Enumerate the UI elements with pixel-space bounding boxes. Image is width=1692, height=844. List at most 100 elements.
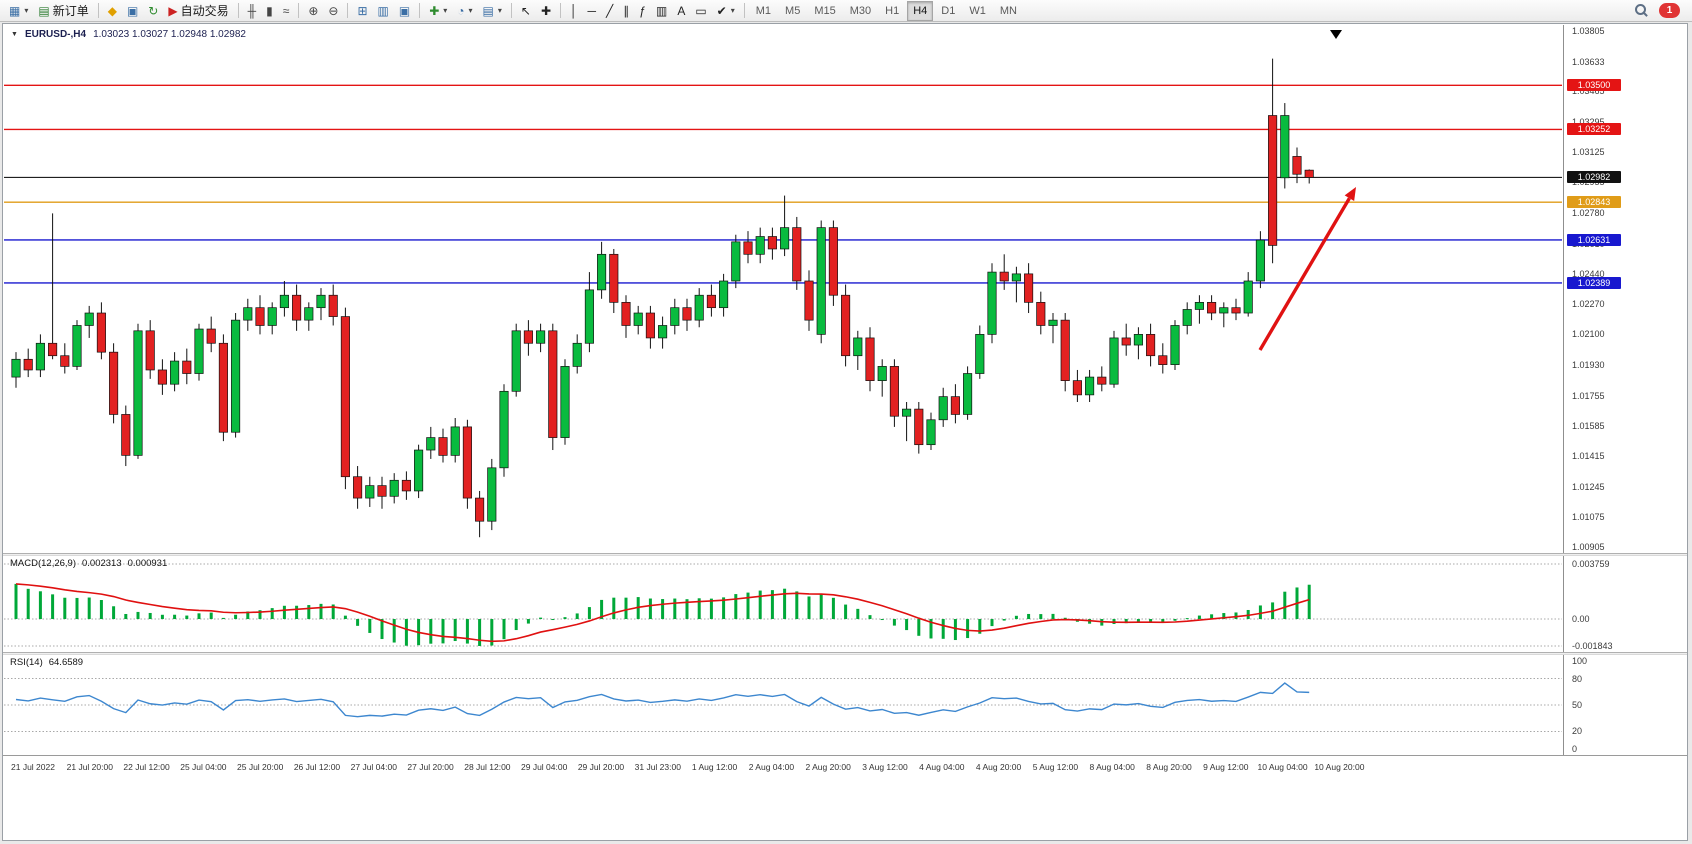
indicators-button[interactable]: ✚ ▾ [424,0,452,21]
auto-trading-icon: ▶ [168,3,178,18]
refresh-button[interactable]: ↻ [143,0,163,21]
hline-price-badge[interactable]: 1.02843 [1567,196,1621,209]
rsi-chart[interactable] [4,655,1562,755]
charts-profile-icon: ▣ [126,3,139,18]
timeframe-bar: M1 M5 M15 M30 H1 H4 D1 W1 MN [740,0,1024,22]
horizontal-lines[interactable] [4,84,1562,284]
grid-button[interactable]: ▥ [651,0,672,21]
rsi-panel-divider[interactable] [3,652,1687,655]
zoom-in-button[interactable]: ⊕ [303,0,323,21]
timeframe-h4-button[interactable]: H4 [907,0,934,21]
text-button[interactable]: A [672,0,690,21]
horizontal-line-button[interactable]: ─ [583,0,602,21]
candlestick-chart[interactable] [4,25,1562,553]
dropdown-caret-icon: ▾ [730,6,735,15]
timeframe-m1-button[interactable]: M1 [755,4,772,17]
chart-end-marker-icon[interactable] [1330,30,1342,39]
bar-chart-icon: ╫ [247,3,257,18]
price-axis-label: 1.00905 [1572,542,1605,552]
new-chart-icon: ▦ [9,3,21,18]
fibonacci-button[interactable]: ƒ [634,0,651,21]
chart-window: ▼ EURUSD-,H4 1.03023 1.03027 1.02948 1.0… [2,23,1688,841]
rsi-name: RSI(14) [10,657,43,668]
time-axis-label: 10 Aug 20:00 [1314,762,1365,772]
metaeditor-button[interactable]: ◆ [103,0,122,21]
arrows-button[interactable]: ✔ ▾ [712,0,740,21]
collapse-panel-icon[interactable]: ▼ [11,31,18,38]
time-axis-label: 8 Aug 20:00 [1146,762,1192,772]
price-axis-label: 1.01075 [1572,511,1605,522]
charts-profile-button[interactable]: ▣ [122,0,143,21]
arrange-windows-button[interactable]: ▥ [373,0,394,21]
notification-badge[interactable]: 1 [1659,3,1680,18]
indicators-icon: ✚ [429,3,440,18]
rsi-axis-label: 20 [1572,726,1583,737]
vertical-line-button[interactable]: │ [565,0,583,21]
price-axis[interactable]: 1.03805 1.03633 1.03465 1.03295 1.03125 1.029… [1565,25,1685,553]
fibonacci-icon: ƒ [639,3,646,18]
hline-price-badge[interactable]: 1.02631 [1567,233,1621,246]
hline-price-badge[interactable]: 1.03252 [1567,123,1621,136]
auto-trading-button-label: 自动交易 [180,4,229,18]
zoom-out-button[interactable]: ⊖ [323,0,343,21]
timeframe-mn-button[interactable]: MN [999,4,1017,17]
macd-axis-label: 0.003759 [1572,559,1610,569]
timeframe-m30-button[interactable]: M30 [849,4,872,17]
text-label-button[interactable]: ▭ [690,0,711,21]
rsi-line [15,682,1310,718]
trend-arrow[interactable] [1258,187,1356,351]
time-axis[interactable]: 21 Jul 2022 21 Jul 20:00 22 Jul 12:00 25 Ju… [3,755,1687,780]
arrows-icon: ✔ [716,3,727,18]
templates-icon: ▤ [482,3,494,18]
bar-chart-button[interactable]: ╫ [243,0,262,21]
time-axis-label: 25 Jul 04:00 [180,762,227,772]
rsi-value: 64.6589 [48,657,84,668]
grid-icon: ▥ [655,3,668,18]
channel-button[interactable]: ∥ [618,0,634,21]
timeframe-d1-button[interactable]: D1 [941,4,956,17]
hline-price-badge[interactable]: 1.02389 [1567,276,1621,289]
time-axis-label: 21 Jul 20:00 [66,762,113,772]
time-axis-label: 4 Aug 20:00 [975,762,1022,772]
line-chart-button[interactable]: ≈ [278,0,295,21]
rsi-axis[interactable]: 100 80 50 20 0 [1565,655,1685,755]
hline-price-badge[interactable]: 1.03500 [1567,79,1621,92]
ohlc-values: 1.03023 1.03027 1.02948 1.02982 [93,29,246,40]
price-axis-label: 1.03633 [1572,56,1605,67]
time-axis-label: 29 Jul 20:00 [577,762,625,772]
time-axis-label: 2 Aug 04:00 [748,762,795,772]
rsi-axis-label: 50 [1572,700,1583,710]
timeframe-m15-button[interactable]: M15 [814,4,836,17]
toolbar-separator [97,3,99,18]
timeframe-h1-button[interactable]: H1 [885,4,900,17]
tile-windows-button[interactable]: ⊞ [352,0,372,21]
periods-button[interactable]: ◔ ▾ [452,0,477,21]
candle-chart-button[interactable]: ▮ [261,0,278,21]
macd-name: MACD(12,26,9) [10,558,76,569]
refresh-icon: ↻ [148,3,159,18]
price-axis-label: 1.02780 [1572,208,1605,219]
macd-chart[interactable] [4,556,1562,652]
new-order-button[interactable]: ▤ 新订单 [33,0,93,21]
timeframe-m5-button[interactable]: M5 [785,4,801,17]
macd-panel-divider[interactable] [3,553,1687,556]
candle-chart-icon: ▮ [266,3,273,18]
macd-axis[interactable]: 0.003759 0.00 -0.001843 [1565,556,1685,652]
arrange-windows-icon: ▥ [377,3,389,18]
search-icon[interactable] [1634,3,1649,18]
price-axis-label: 1.01245 [1572,481,1605,492]
text-label-icon: ▭ [695,3,707,18]
crosshair-button[interactable]: ✚ [536,0,556,21]
toolbar-separator [298,3,300,18]
timeframe-w1-button[interactable]: W1 [969,4,986,17]
new-chart-button[interactable]: ▦ ▾ [4,0,33,21]
time-axis-label: 5 Aug 12:00 [1032,762,1079,772]
time-axis-label: 4 Aug 04:00 [919,762,965,772]
cursor-button[interactable]: ↖ [516,0,536,21]
templates-button[interactable]: ▤ ▾ [478,0,507,21]
toolbar-separator [510,3,512,18]
auto-trading-button[interactable]: ▶ 自动交易 [163,0,233,21]
cascade-windows-button[interactable]: ▣ [394,0,415,21]
trendline-button[interactable]: ╱ [601,0,618,21]
price-axis-label: 1.03125 [1572,146,1605,157]
